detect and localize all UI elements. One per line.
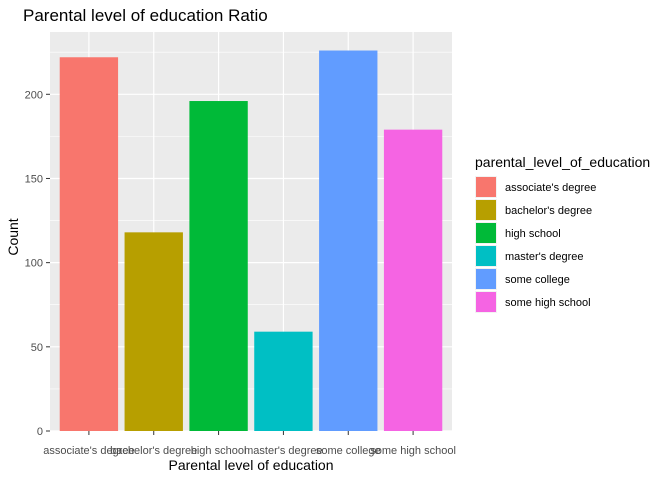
y-axis-label: Count [5, 218, 21, 255]
legend-key [476, 292, 496, 312]
bar [383, 129, 443, 431]
legend-key [476, 200, 496, 220]
legend-label: some college [505, 274, 570, 286]
x-tick-label: master's degree [244, 445, 323, 457]
bar [254, 331, 313, 431]
legend-key [476, 177, 496, 197]
x-tick-label: some high school [370, 445, 456, 457]
legend-title: parental_level_of_education [475, 154, 650, 170]
bar [59, 57, 119, 431]
x-tick-label: high school [191, 445, 247, 457]
y-tick-label: 100 [25, 258, 43, 270]
bar [189, 101, 248, 431]
legend-key [476, 269, 496, 289]
legend-key [476, 246, 496, 266]
bar [124, 232, 183, 431]
y-tick-label: 150 [25, 173, 43, 185]
legend: parental_level_of_education associate's … [475, 154, 650, 313]
plot-panel: 0 50 100 150 200 associate's degreebachelor's… [25, 32, 456, 457]
x-tick-label: bachelor's degree [110, 445, 197, 457]
bar [319, 50, 378, 432]
chart-title: Parental level of education Ratio [23, 6, 268, 25]
y-tick-label: 50 [31, 342, 43, 354]
x-axis-label: Parental level of education [169, 457, 334, 473]
legend-label: some high school [505, 297, 591, 309]
legend-label: associate's degree [505, 182, 596, 194]
legend-label: high school [505, 228, 561, 240]
legend-key [476, 223, 496, 243]
legend-label: bachelor's degree [505, 205, 592, 217]
x-tick-label: associate's degree [43, 445, 134, 457]
y-tick-label: 200 [25, 89, 43, 101]
x-tick-label: some college [316, 445, 381, 457]
legend-label: master's degree [505, 251, 584, 263]
y-tick-label: 0 [37, 426, 43, 438]
